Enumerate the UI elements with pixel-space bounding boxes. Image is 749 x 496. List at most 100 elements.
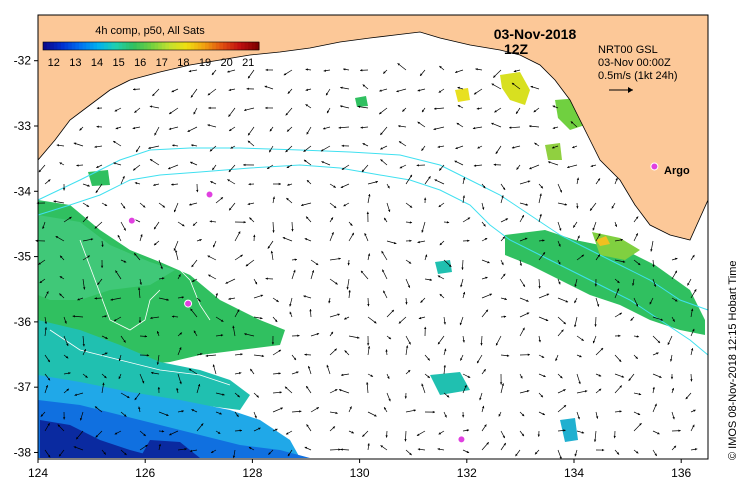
current-arrow	[272, 391, 282, 394]
current-arrow	[633, 335, 640, 338]
current-arrow	[272, 297, 279, 303]
current-arrow	[399, 164, 407, 169]
current-arrow	[671, 316, 675, 322]
current-arrow	[460, 354, 464, 361]
current-arrow	[42, 221, 46, 230]
current-arrow	[82, 335, 85, 347]
current-arrow	[557, 240, 561, 247]
current-arrow	[557, 278, 561, 285]
argo-float-marker	[457, 435, 466, 444]
current-arrow	[305, 104, 312, 109]
lat-tick-label: -34	[14, 184, 32, 198]
current-arrow	[188, 69, 198, 73]
current-arrow	[188, 368, 198, 375]
current-arrow	[329, 348, 338, 356]
current-arrow	[500, 183, 506, 191]
colorbar-cell	[161, 42, 166, 50]
current-arrow	[511, 82, 521, 90]
current-arrow	[405, 174, 413, 185]
current-arrow	[338, 389, 350, 394]
current-arrow	[44, 327, 48, 337]
current-arrow	[421, 221, 426, 233]
sst-patch-teal-4	[435, 260, 452, 274]
current-arrow	[169, 430, 179, 436]
current-arrow	[207, 124, 217, 128]
current-arrow	[557, 297, 569, 303]
current-arrow	[417, 88, 426, 92]
current-arrow	[500, 195, 504, 204]
current-arrow	[460, 278, 464, 288]
current-arrow	[149, 105, 160, 109]
current-arrow	[139, 373, 145, 384]
current-arrow	[272, 221, 275, 233]
current-arrow	[652, 335, 661, 344]
current-arrow	[304, 446, 312, 451]
current-arrow	[347, 259, 350, 266]
colorbar-cells	[43, 42, 260, 50]
current-arrow	[306, 424, 312, 432]
current-arrow	[652, 259, 655, 268]
colorbar-cell	[61, 42, 66, 50]
current-arrow	[132, 164, 141, 171]
colorbar-cell	[165, 42, 170, 50]
current-arrow	[397, 63, 407, 71]
current-arrow	[192, 221, 198, 227]
current-arrow	[139, 335, 148, 338]
current-arrow	[247, 140, 255, 147]
colorbar-tick-label: 13	[69, 57, 81, 69]
current-arrow	[398, 316, 407, 324]
current-arrow	[346, 278, 350, 290]
argo-floats	[127, 162, 659, 444]
current-arrow	[443, 392, 450, 398]
date-title: 03-Nov-2018	[494, 26, 577, 42]
current-arrow	[386, 335, 392, 340]
current-arrow	[322, 126, 331, 130]
current-arrow	[310, 270, 315, 280]
current-arrow	[326, 364, 331, 375]
current-arrow	[381, 269, 388, 280]
current-arrow	[462, 195, 466, 204]
current-arrow	[190, 308, 198, 318]
current-arrow	[234, 411, 239, 418]
current-arrow	[405, 297, 408, 305]
current-arrow	[82, 349, 87, 356]
current-arrow	[633, 216, 639, 223]
current-arrow	[557, 202, 568, 206]
current-arrow	[246, 87, 255, 91]
current-arrow	[590, 164, 597, 168]
current-arrow	[177, 447, 187, 451]
current-arrow	[150, 316, 160, 320]
colorbar-cell	[179, 42, 184, 50]
current-arrow	[189, 449, 198, 453]
sst-patch-small-green-2	[88, 170, 110, 186]
current-arrow	[101, 382, 105, 394]
current-arrow	[158, 202, 166, 208]
current-arrow	[500, 218, 509, 223]
current-arrow	[652, 278, 657, 287]
time-title: 12Z	[504, 41, 529, 57]
current-arrow	[499, 373, 503, 385]
current-arrow	[232, 325, 236, 337]
current-arrow	[44, 385, 49, 394]
current-arrow	[419, 69, 426, 77]
current-arrow	[614, 288, 620, 299]
current-arrow	[367, 180, 379, 185]
current-arrow	[670, 373, 674, 380]
sst-patch-green-2	[38, 215, 175, 300]
current-arrow	[519, 327, 525, 337]
current-arrow	[631, 278, 635, 286]
current-arrow	[58, 449, 65, 457]
current-arrow	[513, 69, 521, 73]
current-arrow	[234, 221, 246, 224]
current-arrow	[173, 240, 179, 251]
current-arrow	[193, 330, 198, 337]
current-arrow	[112, 140, 122, 147]
colorbar-cell	[230, 42, 235, 50]
colorbar-cell	[215, 42, 220, 50]
current-arrow	[291, 334, 300, 337]
current-arrow	[63, 388, 70, 394]
current-arrow	[633, 233, 639, 242]
current-arrow	[340, 86, 350, 90]
colorbar-cell	[82, 42, 87, 50]
lon-tick-label: 128	[242, 466, 262, 480]
